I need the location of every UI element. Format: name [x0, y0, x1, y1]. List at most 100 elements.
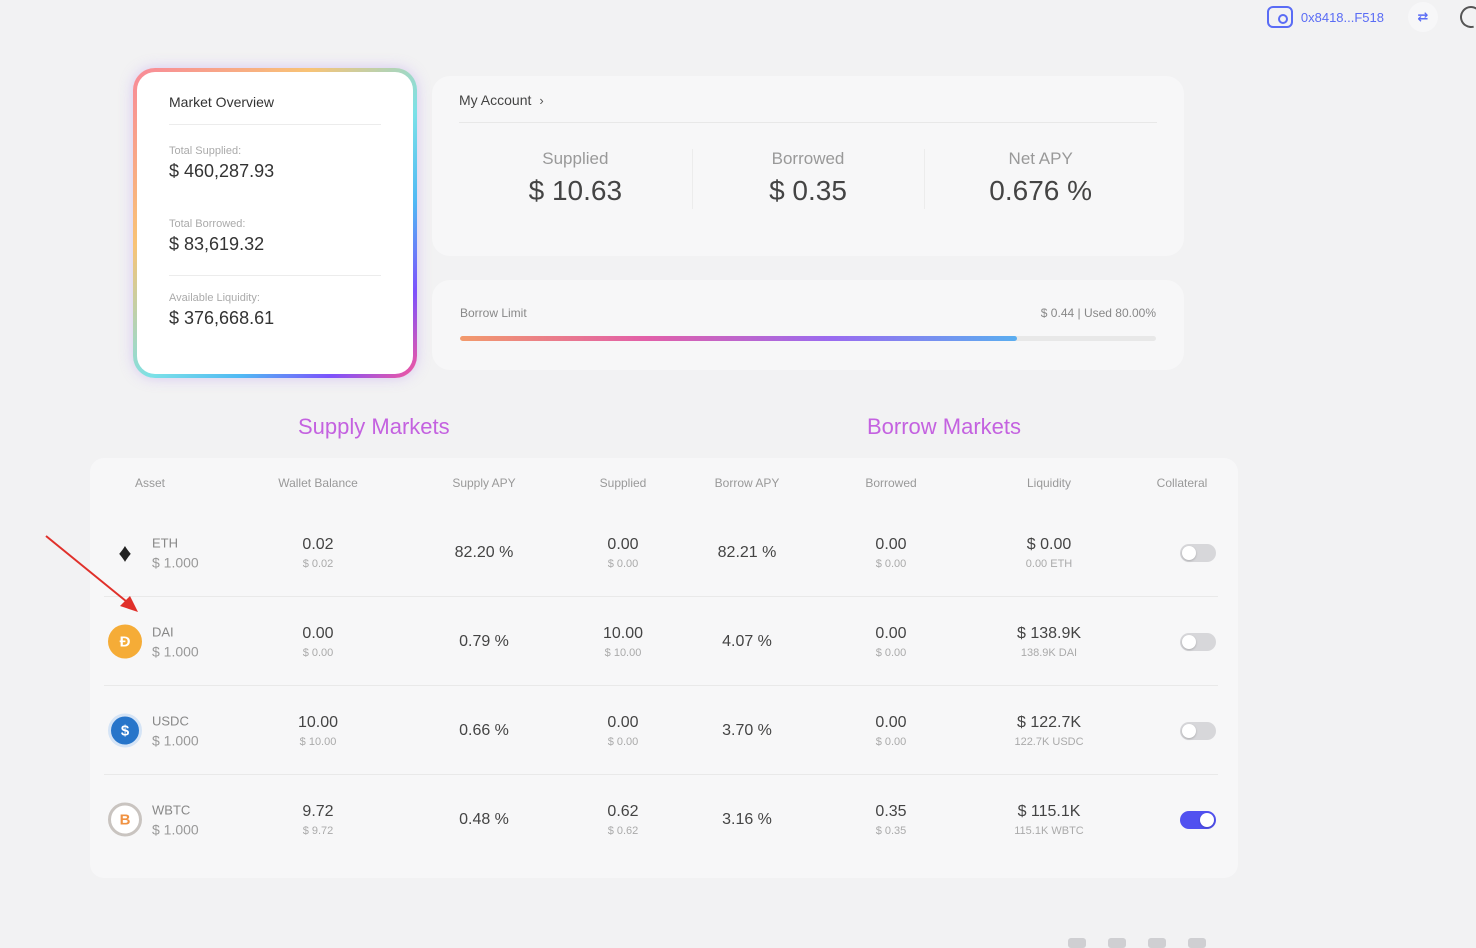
borrow-limit-bar-fill	[460, 336, 1017, 341]
borrow-apy-value: 3.70 %	[722, 721, 772, 739]
footer-icon[interactable]	[1148, 938, 1166, 948]
liquidity-cell: $ 115.1K 115.1K WBTC	[1014, 803, 1084, 837]
row-divider	[104, 685, 1218, 686]
divider	[169, 124, 381, 125]
header-collateral: Collateral	[1156, 476, 1208, 490]
liquidity-sub-value: 138.9K DAI	[1020, 646, 1078, 659]
borrowed-usd-value: $ 0.00	[875, 557, 907, 570]
borrow-apy-cell: 82.21 %	[718, 544, 777, 562]
borrow-markets-tab[interactable]: Borrow Markets	[867, 414, 1022, 439]
supply-apy-value: 0.79 %	[459, 632, 509, 650]
wallet-balance-usd-value: $ 0.02	[302, 557, 334, 570]
net-apy-value: 0.676 %	[989, 175, 1093, 206]
footer-icon[interactable]	[1068, 938, 1086, 948]
wallet-balance-value: 10.00	[297, 713, 339, 731]
collateral-toggle[interactable]	[1180, 810, 1216, 829]
borrowed-cell: 0.00 $ 0.00	[875, 536, 906, 570]
wallet-balance-value: 0.02	[302, 535, 334, 553]
header-borrow-apy: Borrow APY	[714, 476, 780, 490]
supplied-value: 0.62	[607, 802, 639, 820]
asset-cell: Đ DAI $ 1.000	[108, 624, 199, 659]
supplied-value: 10.00	[602, 624, 644, 642]
moon-icon	[1455, 2, 1476, 32]
my-account-link[interactable]: My Account ›	[459, 92, 1157, 108]
asset-cell: B WBTC $ 1.000	[108, 802, 199, 837]
header-supply-apy: Supply APY	[452, 476, 516, 490]
borrowed-usd-value: $ 0.00	[875, 735, 907, 748]
collateral-toggle[interactable]	[1180, 543, 1216, 562]
row-divider	[104, 774, 1218, 775]
supplied-usd-value: $ 0.00	[607, 735, 639, 748]
wallet-balance-value: 0.00	[302, 624, 334, 642]
header-liquidity: Liquidity	[1026, 476, 1072, 490]
supplied-label: Supplied	[542, 149, 609, 168]
supplied-usd-value: $ 10.00	[604, 646, 642, 659]
borrow-apy-cell: 4.07 %	[722, 633, 772, 651]
total-supplied-label: Total Supplied:	[169, 145, 242, 157]
my-account-card: My Account › Supplied $ 10.63 Borrowed $…	[432, 76, 1184, 256]
wallet-balance-usd-value: $ 10.00	[299, 735, 337, 748]
asset-name: ETH	[152, 535, 178, 550]
supplied-cell: 10.00 $ 10.00	[603, 625, 643, 659]
borrowed-cell: 0.00 $ 0.00	[875, 714, 906, 748]
supplied-cell: 0.00 $ 0.00	[607, 536, 638, 570]
table-row[interactable]: ♦ ETH $ 1.000 0.02 $ 0.02 82.20 % 0.00 $ 0.00 82…	[90, 508, 1238, 597]
borrow-limit-info: $ 0.44 | Used 80.00%	[1040, 306, 1156, 320]
asset-name: WBTC	[152, 802, 191, 817]
borrowed-cell: 0.00 $ 0.00	[875, 625, 906, 659]
supply-apy-cell: 0.48 %	[459, 811, 509, 829]
chevron-right-icon: ›	[539, 92, 544, 108]
header-borrowed: Borrowed	[865, 476, 917, 490]
supplied-cell: 0.62 $ 0.62	[607, 803, 638, 837]
total-borrowed-label: Total Borrowed:	[169, 218, 246, 230]
table-row[interactable]: B WBTC $ 1.000 9.72 $ 9.72 0.48 % 0.62 $ 0.62 3.…	[90, 775, 1238, 864]
borrow-apy-value: 4.07 %	[722, 632, 772, 650]
wallet-balance-usd-value: $ 9.72	[302, 824, 334, 837]
asset-price: $ 1.000	[152, 554, 199, 570]
net-apy-label: Net APY	[1008, 149, 1073, 168]
liquidity-cell: $ 122.7K 122.7K USDC	[1014, 714, 1083, 748]
footer-icon[interactable]	[1188, 938, 1206, 948]
supply-markets-tab[interactable]: Supply Markets	[298, 414, 450, 439]
available-liquidity-value: $ 376,668.61	[169, 308, 275, 328]
asset-price: $ 1.000	[152, 643, 199, 659]
asset-name: DAI	[152, 624, 174, 639]
borrowed-stat: Borrowed $ 0.35	[691, 149, 925, 209]
dai-icon: Đ	[108, 624, 142, 659]
liquidity-value: $ 138.9K	[1016, 624, 1082, 642]
supplied-value: $ 10.63	[528, 175, 623, 206]
liquidity-value: $ 122.7K	[1016, 713, 1082, 731]
asset-cell: ♦ ETH $ 1.000	[108, 535, 199, 570]
table-row[interactable]: $ USDC $ 1.000 10.00 $ 10.00 0.66 % 0.00 $ 0.00…	[90, 686, 1238, 775]
liquidity-cell: $ 0.00 0.00 ETH	[1026, 536, 1072, 570]
supply-apy-value: 0.48 %	[459, 810, 509, 828]
wallet-address: 0x8418...F518	[1300, 9, 1384, 25]
borrowed-value: 0.35	[875, 802, 907, 820]
liquidity-value: $ 115.1K	[1017, 802, 1081, 820]
borrowed-cell: 0.35 $ 0.35	[875, 803, 906, 837]
collateral-toggle[interactable]	[1180, 632, 1216, 651]
network-switch-button[interactable]: ⇄	[1408, 2, 1438, 32]
theme-toggle-button[interactable]	[1452, 2, 1476, 32]
borrowed-usd-value: $ 0.35	[875, 824, 907, 837]
table-row[interactable]: Đ DAI $ 1.000 0.00 $ 0.00 0.79 % 10.00 $ 10.00 4…	[90, 597, 1238, 686]
top-bar: 0x8418...F518 ⇄	[1266, 0, 1476, 34]
annotation-arrow-icon	[45, 535, 138, 612]
supply-apy-value: 82.20 %	[454, 543, 514, 561]
liquidity-value: $ 0.00	[1026, 535, 1072, 553]
collateral-toggle[interactable]	[1180, 721, 1216, 740]
liquidity-sub-value: 122.7K USDC	[1014, 735, 1084, 748]
liquidity-cell: $ 138.9K 138.9K DAI	[1017, 625, 1081, 659]
asset-cell: $ USDC $ 1.000	[108, 713, 199, 748]
borrowed-value: 0.00	[875, 535, 907, 553]
wallet-balance-cell: 0.02 $ 0.02	[302, 536, 333, 570]
supply-apy-cell: 0.66 %	[459, 722, 509, 740]
footer-icon[interactable]	[1108, 938, 1126, 948]
wallet-button[interactable]: 0x8418...F518	[1266, 6, 1384, 28]
supplied-value: 0.00	[607, 535, 639, 553]
borrow-limit-bar	[460, 336, 1156, 341]
borrow-apy-cell: 3.70 %	[722, 722, 772, 740]
borrow-apy-value: 82.21 %	[717, 543, 777, 561]
borrowed-value: 0.00	[875, 624, 907, 642]
usdc-icon: $	[108, 713, 142, 748]
